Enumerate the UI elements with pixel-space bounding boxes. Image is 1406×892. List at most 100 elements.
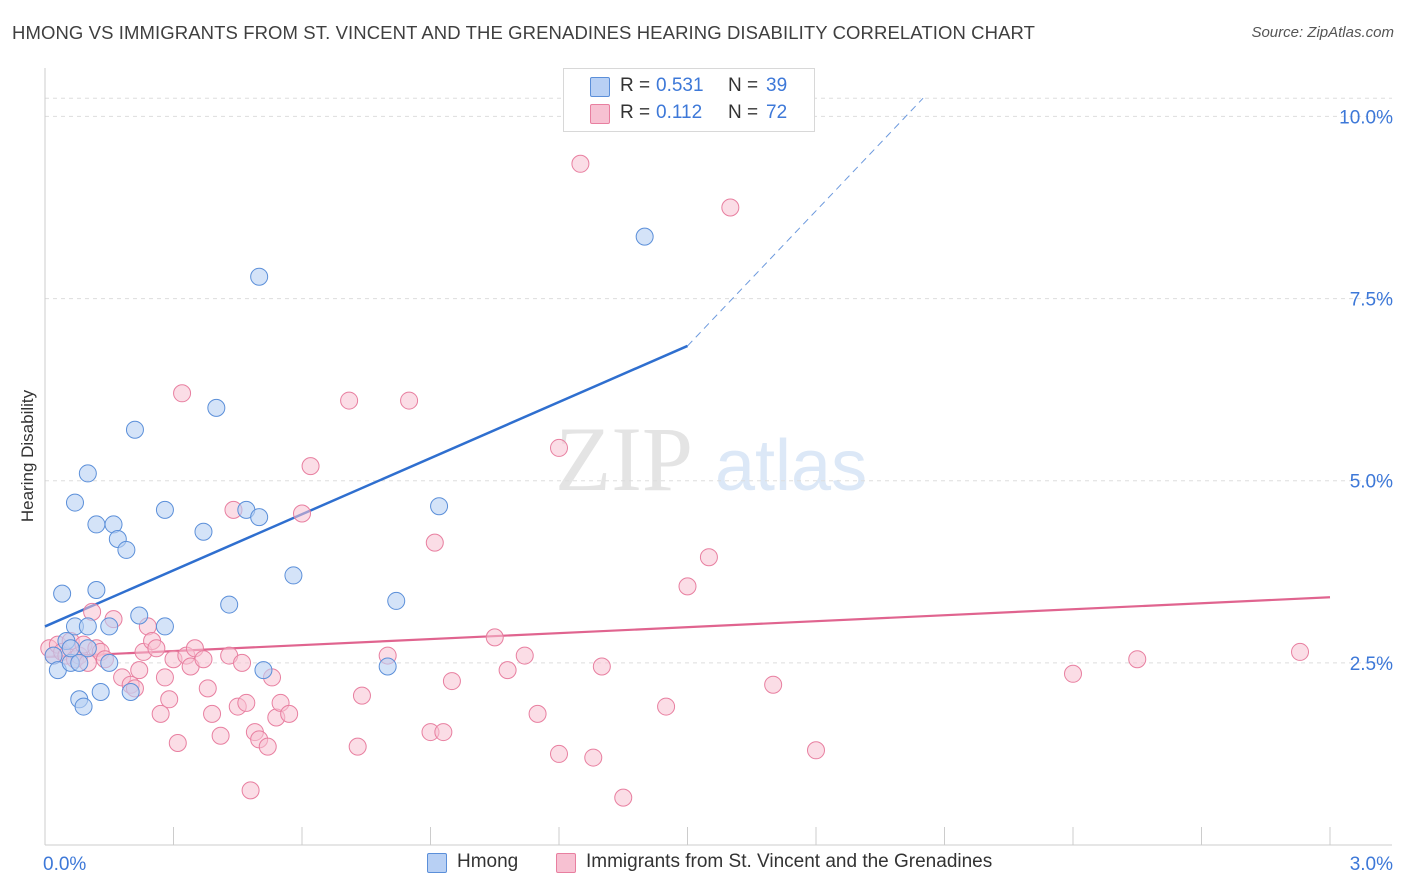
bottom-legend-label-hmong: Hmong bbox=[457, 851, 519, 872]
point-hmong bbox=[284, 566, 303, 585]
trend-line-hmong bbox=[44, 344, 689, 628]
legend-n-value: 72 bbox=[766, 102, 788, 123]
point-immigrants bbox=[280, 704, 299, 723]
point-hmong bbox=[635, 227, 654, 246]
legend-n-label: N = bbox=[728, 75, 759, 96]
point-immigrants bbox=[155, 668, 174, 687]
point-immigrants bbox=[147, 639, 166, 658]
point-immigrants bbox=[241, 781, 260, 800]
point-hmong bbox=[250, 267, 269, 286]
point-immigrants bbox=[237, 693, 256, 712]
x-tick-label: 3.0% bbox=[1350, 854, 1393, 875]
series-hmong-points bbox=[44, 227, 654, 716]
point-immigrants bbox=[1291, 642, 1310, 661]
point-immigrants bbox=[678, 577, 697, 596]
legend-n-value: 39 bbox=[766, 75, 788, 96]
point-immigrants bbox=[721, 198, 740, 217]
point-immigrants bbox=[203, 704, 222, 723]
bottom-legend-label-immigrants: Immigrants from St. Vincent and the Gren… bbox=[586, 851, 993, 872]
point-immigrants bbox=[528, 704, 547, 723]
point-hmong bbox=[87, 581, 106, 599]
point-immigrants bbox=[657, 697, 676, 716]
point-immigrants bbox=[258, 737, 277, 756]
point-hmong bbox=[378, 657, 397, 676]
point-immigrants bbox=[434, 723, 453, 742]
point-hmong bbox=[78, 639, 97, 658]
point-hmong bbox=[117, 540, 136, 559]
point-hmong bbox=[194, 522, 213, 541]
y-tick-label: 2.5% bbox=[1350, 654, 1393, 675]
legend: R = 0.531 N = 39 R = 0.112 N = 72 bbox=[563, 68, 815, 132]
point-immigrants bbox=[764, 675, 783, 694]
point-immigrants bbox=[194, 650, 213, 669]
watermark-atlas: atlas bbox=[715, 426, 867, 506]
point-hmong bbox=[70, 653, 89, 672]
grid-lines bbox=[45, 97, 1392, 664]
point-immigrants bbox=[348, 737, 367, 756]
y-tick-label: 10.0% bbox=[1339, 107, 1393, 128]
point-hmong bbox=[121, 683, 140, 701]
point-immigrants bbox=[173, 384, 192, 403]
point-hmong bbox=[61, 639, 80, 658]
point-hmong bbox=[254, 661, 273, 680]
watermark: ZIP atlas bbox=[555, 408, 867, 510]
point-immigrants bbox=[130, 661, 149, 680]
point-hmong bbox=[250, 508, 269, 527]
point-immigrants bbox=[442, 672, 461, 691]
source-label: Source: ZipAtlas.com bbox=[1251, 24, 1394, 41]
legend-r-value: 0.531 bbox=[656, 75, 704, 96]
point-immigrants bbox=[400, 391, 419, 410]
legend-r-value: 0.112 bbox=[656, 102, 703, 123]
point-hmong bbox=[74, 697, 93, 716]
point-immigrants bbox=[571, 154, 590, 173]
point-immigrants bbox=[168, 734, 187, 752]
point-immigrants bbox=[1064, 664, 1082, 683]
point-immigrants bbox=[340, 391, 359, 410]
point-hmong bbox=[78, 464, 97, 483]
x-tick-label: 0.0% bbox=[43, 854, 86, 875]
point-hmong bbox=[155, 617, 174, 636]
trend-line-hmong-extension bbox=[687, 97, 924, 347]
point-hmong bbox=[387, 591, 406, 610]
point-hmong bbox=[91, 683, 110, 701]
point-immigrants bbox=[233, 653, 252, 672]
point-immigrants bbox=[301, 457, 320, 476]
point-hmong bbox=[220, 595, 239, 614]
point-immigrants bbox=[485, 628, 504, 647]
bottom-legend-swatch-immigrants bbox=[556, 853, 576, 873]
tick-labels: 2.5% 5.0% 7.5% 10.0% 0.0% 3.0% bbox=[43, 107, 1393, 875]
point-hmong bbox=[65, 493, 84, 512]
trend-line-immigrants bbox=[44, 596, 1331, 659]
point-hmong bbox=[87, 515, 106, 534]
point-hmong bbox=[53, 584, 72, 603]
point-immigrants bbox=[584, 748, 603, 767]
bottom-legend-swatch-hmong bbox=[427, 853, 447, 873]
point-hmong bbox=[100, 617, 119, 636]
point-immigrants bbox=[211, 726, 230, 745]
point-immigrants bbox=[515, 646, 534, 665]
point-immigrants bbox=[614, 788, 633, 807]
point-hmong bbox=[430, 497, 449, 516]
point-immigrants bbox=[1128, 650, 1147, 669]
point-hmong bbox=[78, 617, 97, 636]
legend-n-label: N = bbox=[728, 102, 759, 123]
y-axis-label: Hearing Disability bbox=[18, 389, 37, 523]
y-tick-label: 5.0% bbox=[1350, 472, 1393, 493]
trend-lines bbox=[44, 97, 1331, 659]
point-immigrants bbox=[592, 657, 611, 676]
point-hmong bbox=[130, 606, 149, 625]
point-hmong bbox=[100, 653, 119, 672]
chart-title: HMONG VS IMMIGRANTS FROM ST. VINCENT AND… bbox=[12, 22, 1036, 43]
point-immigrants bbox=[550, 744, 568, 763]
legend-r-label: R = bbox=[620, 102, 651, 123]
legend-swatch-hmong bbox=[590, 77, 610, 97]
point-immigrants bbox=[198, 679, 217, 698]
point-immigrants bbox=[498, 661, 517, 680]
y-tick-label: 7.5% bbox=[1350, 290, 1393, 311]
point-immigrants bbox=[352, 686, 371, 705]
point-immigrants bbox=[151, 704, 170, 723]
point-hmong bbox=[155, 500, 174, 519]
legend-swatch-immigrants bbox=[590, 104, 610, 124]
point-hmong bbox=[207, 398, 226, 417]
